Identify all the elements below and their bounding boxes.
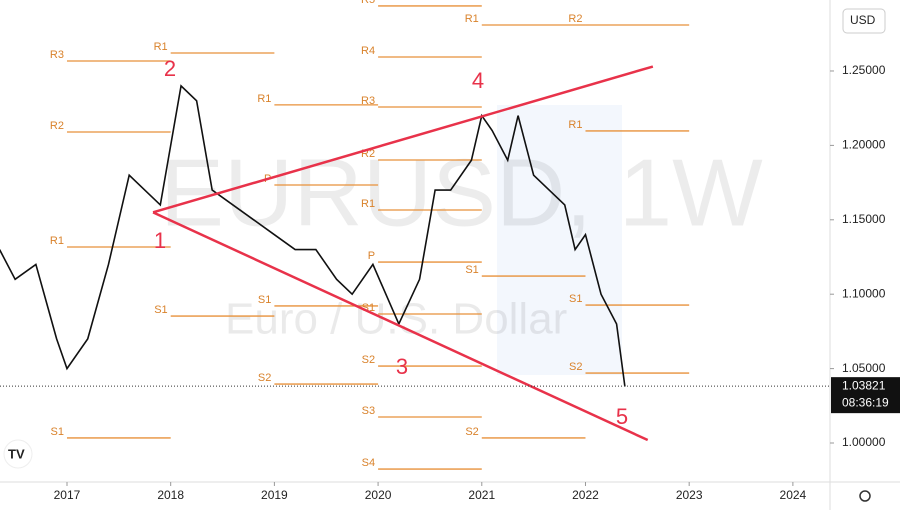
countdown: 08:36:19 bbox=[842, 395, 889, 409]
last-price-box bbox=[831, 377, 900, 414]
watermark: EURUSD, 1W bbox=[160, 139, 763, 246]
pivot-label: S1 bbox=[154, 304, 167, 316]
pivot-label: P bbox=[368, 250, 375, 262]
pivot-label: S1 bbox=[569, 293, 582, 305]
pivot-label: R1 bbox=[568, 119, 582, 131]
wave-label: 4 bbox=[472, 68, 484, 93]
y-tick-label: 1.05000 bbox=[842, 361, 886, 375]
pivot-label: S2 bbox=[569, 361, 582, 373]
y-tick-label: 1.25000 bbox=[842, 63, 886, 77]
pivot-label: R1 bbox=[257, 93, 271, 105]
pivot-label: R2 bbox=[50, 120, 64, 132]
wave-label: 3 bbox=[396, 354, 408, 379]
currency-label[interactable]: USD bbox=[850, 13, 876, 27]
pivot-label: S2 bbox=[258, 372, 271, 384]
settings-icon[interactable] bbox=[859, 490, 871, 502]
wave-label: 2 bbox=[164, 56, 176, 81]
trendline bbox=[152, 65, 654, 214]
pivot-label: S2 bbox=[465, 426, 478, 438]
pivot-label: R1 bbox=[50, 235, 64, 247]
y-tick-label: 1.10000 bbox=[842, 286, 886, 300]
pivot-label: R2 bbox=[568, 13, 582, 25]
x-tick-label: 2017 bbox=[54, 488, 81, 502]
wave-label: 1 bbox=[154, 228, 166, 253]
pivot-label: S1 bbox=[465, 264, 478, 276]
x-tick-label: 2024 bbox=[780, 488, 807, 502]
x-tick-label: 2019 bbox=[261, 488, 288, 502]
pivot-label: S4 bbox=[362, 457, 375, 469]
pivot-label: R1 bbox=[465, 13, 479, 25]
pivot-label: R5 bbox=[361, 0, 375, 6]
svg-text:TV: TV bbox=[8, 446, 25, 461]
price-line bbox=[0, 84, 626, 387]
last-price-label: 1.03821 bbox=[842, 378, 886, 392]
pivot-label: R3 bbox=[361, 95, 375, 107]
y-tick-label: 1.15000 bbox=[842, 212, 886, 226]
pivot-label: S1 bbox=[51, 426, 64, 438]
pivot-label: R3 bbox=[50, 49, 64, 61]
currency-button[interactable] bbox=[842, 8, 886, 34]
pivot-label: R1 bbox=[154, 41, 168, 53]
volume-profile-area bbox=[497, 105, 622, 375]
y-tick-label: 1.20000 bbox=[842, 138, 886, 152]
x-tick-label: 2022 bbox=[572, 488, 599, 502]
x-tick-label: 2020 bbox=[365, 488, 392, 502]
pivot-label: S3 bbox=[362, 405, 375, 417]
trendline bbox=[152, 211, 649, 442]
y-tick-label: 1.00000 bbox=[842, 435, 886, 449]
pivot-label: R4 bbox=[361, 45, 375, 57]
tv-logo: TV bbox=[3, 439, 33, 469]
wave-label: 5 bbox=[616, 404, 628, 429]
pivot-label: R1 bbox=[361, 198, 375, 210]
x-tick-label: 2023 bbox=[676, 488, 703, 502]
pivot-label: S2 bbox=[362, 354, 375, 366]
pivot-label: S1 bbox=[258, 294, 271, 306]
x-tick-label: 2021 bbox=[468, 488, 495, 502]
x-tick-label: 2018 bbox=[157, 488, 184, 502]
